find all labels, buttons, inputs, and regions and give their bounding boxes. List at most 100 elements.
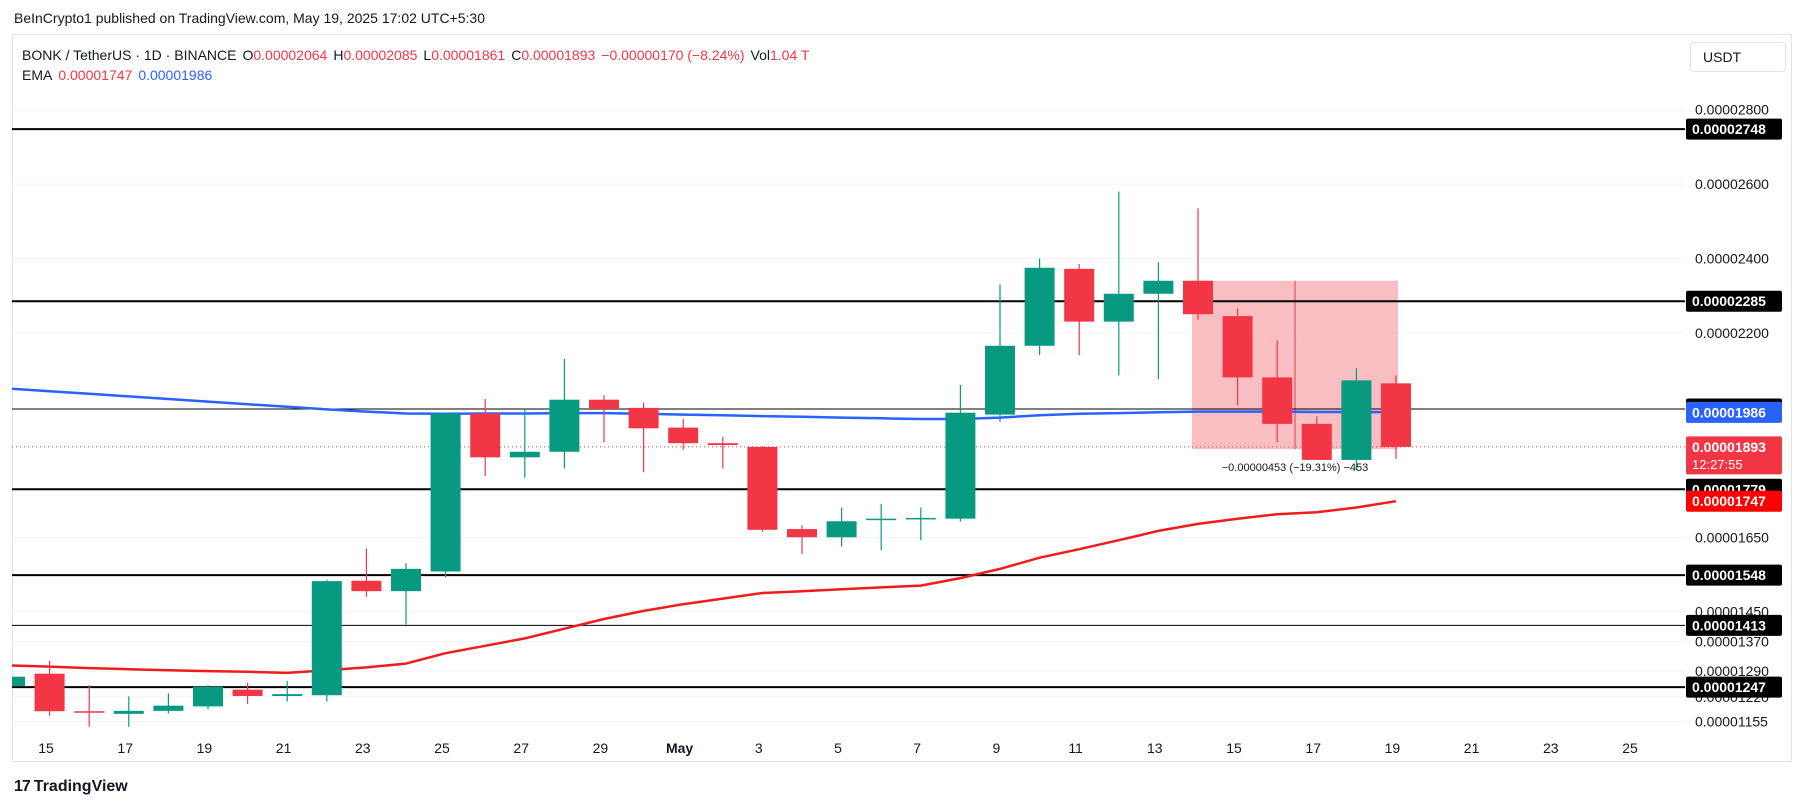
ohlc-change: −0.00000170 (−8.24%) [601, 47, 745, 63]
candle-body [193, 686, 223, 707]
level-badge-bg [1686, 564, 1782, 586]
candle-body [747, 446, 778, 530]
chart-legend: BONK / TetherUS · 1D · BINANCE O0.000020… [22, 45, 809, 85]
candle-body [470, 413, 501, 458]
candle-down [74, 685, 105, 727]
ema-value-long: 0.00001747 [58, 67, 133, 83]
chart-frame [12, 34, 1792, 762]
candle-body [509, 451, 540, 458]
x-tick-label: 29 [593, 740, 609, 756]
candle-body [272, 694, 303, 696]
x-tick-label: 13 [1147, 740, 1163, 756]
level-badge: 0.00002748 [1686, 118, 1782, 140]
x-tick-label: 19 [197, 740, 213, 756]
candle-up [985, 284, 1015, 423]
tradingview-footer[interactable]: 17 TradingView [14, 778, 128, 796]
candle-body [232, 689, 263, 696]
candle-body [1143, 280, 1174, 294]
candle-up [153, 693, 184, 714]
ema-short-line [12, 387, 1397, 421]
currency-button[interactable]: USDT [1690, 42, 1786, 72]
candle-up [905, 507, 936, 541]
y-tick-label: 0.00002400 [1695, 250, 1769, 266]
candle-body [707, 443, 738, 446]
ohlc-row: BONK / TetherUS · 1D · BINANCE O0.000020… [22, 45, 809, 65]
candle-body [985, 345, 1015, 415]
candle-up [1341, 368, 1372, 471]
y-tick-label: 0.00002200 [1695, 325, 1769, 341]
x-tick-label: 27 [513, 740, 529, 756]
x-tick-label: 11 [1068, 740, 1083, 756]
ema-long-line [12, 499, 1397, 675]
candle-down [747, 446, 778, 532]
candle-body [787, 529, 817, 538]
candle-body [1301, 423, 1332, 460]
x-tick-label: 25 [1622, 740, 1638, 756]
x-tick-label: 21 [1464, 740, 1480, 756]
candle-body [945, 412, 976, 519]
publisher-line: BeInCrypto1 published on TradingView.com… [14, 10, 485, 26]
candle-up [311, 580, 342, 702]
ohlc-high: H0.00002085 [333, 47, 418, 63]
level-badge: 0.00001413 [1686, 614, 1782, 636]
ohlc-open: O0.00002064 [242, 47, 328, 63]
volume: Vol1.04 T [750, 47, 810, 63]
candle-body [391, 568, 421, 592]
candle-body [12, 676, 25, 686]
x-tick-label: 15 [1226, 740, 1242, 756]
level-badge-bg [1686, 676, 1782, 698]
level-badge-bg [1686, 614, 1782, 636]
current-price-badge: 0.00001893 12:27:55 [1686, 436, 1782, 475]
y-tick-label: 0.00001290 [1695, 663, 1769, 679]
symbol-label[interactable]: BONK / TetherUS · 1D · BINANCE [22, 47, 237, 63]
level-badge: 0.00001548 [1686, 564, 1782, 586]
range-measure-label: −0.00000453 (−19.31%) −453 [1222, 462, 1369, 474]
candle-up [12, 676, 25, 686]
candle-body [1183, 280, 1213, 315]
candle-up [272, 681, 303, 702]
x-tick-label: 23 [1543, 740, 1559, 756]
candle-up [1103, 191, 1134, 376]
ema-value-short: 0.00001986 [138, 67, 213, 83]
candle-up [193, 685, 223, 710]
y-tick-label: 0.00001155 [1695, 713, 1768, 729]
current-price-badge-countdown: 12:27:55 [1692, 457, 1743, 472]
candle-down [787, 525, 817, 554]
x-tick-label: 25 [434, 740, 450, 756]
candle-up [509, 409, 540, 478]
candle-body [430, 413, 461, 572]
candle-down [1262, 340, 1293, 443]
ema-label[interactable]: EMA [22, 67, 53, 83]
candle-up [549, 358, 580, 469]
candle-body [34, 673, 65, 712]
candle-body [866, 518, 897, 521]
ema-short-badge-bg [1686, 401, 1782, 423]
ohlc-close: C0.00001893 [511, 47, 596, 63]
candle-up [1143, 262, 1174, 380]
candle-up [826, 507, 857, 547]
candle-up [113, 696, 144, 727]
candle-body [826, 521, 857, 538]
level-badge-text: 0.00001413 [1692, 617, 1766, 633]
candle-down [470, 398, 501, 476]
candle-down [232, 682, 263, 704]
candle-down [1301, 416, 1332, 460]
candle-up [866, 503, 897, 551]
candle-down [628, 402, 659, 473]
y-tick-label: 0.00001370 [1695, 633, 1769, 649]
x-tick-label: 3 [755, 740, 763, 756]
candle-body [668, 427, 699, 444]
x-tick-label: 9 [993, 740, 1001, 756]
candle-down [1064, 264, 1095, 356]
ema-short-badge-text: 0.00001986 [1692, 404, 1766, 420]
current-price-badge-bg [1686, 436, 1782, 475]
candle-body [549, 399, 580, 452]
y-tick-label: 0.00002800 [1695, 102, 1769, 118]
ema-long-badge-bg [1686, 490, 1782, 512]
level-badge-text: 0.00001247 [1692, 679, 1766, 695]
ema-long-badge: 0.00001747 [1686, 490, 1782, 512]
x-tick-label: 17 [1305, 740, 1321, 756]
current-price-badge-text: 0.00001893 [1692, 439, 1766, 455]
level-badge-text: 0.00002285 [1692, 293, 1766, 309]
